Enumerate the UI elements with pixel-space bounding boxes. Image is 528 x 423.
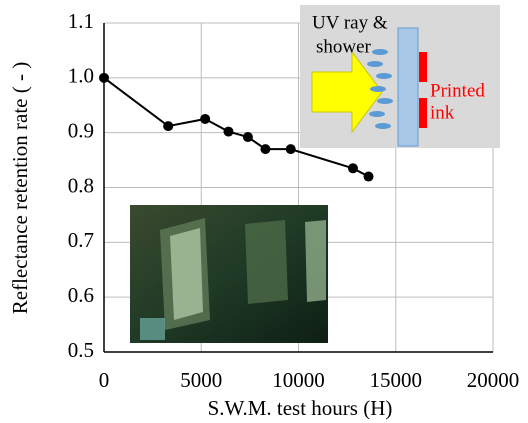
point — [347, 163, 358, 174]
y-tick-label: 1.0 — [68, 64, 94, 88]
point — [163, 121, 174, 132]
y-tick-label: 0.7 — [68, 228, 94, 252]
point — [242, 132, 253, 143]
x-tick-label: 20000 — [467, 368, 520, 392]
x-tick-label: 15000 — [370, 368, 423, 392]
y-tick-label: 0.5 — [68, 338, 94, 362]
photo — [130, 205, 328, 343]
point — [285, 144, 296, 155]
annotation: ink — [430, 102, 455, 123]
inset-diagram: UV ray & shower Printed ink — [300, 5, 500, 148]
point — [99, 72, 109, 83]
y-tick-label: 0.9 — [68, 118, 94, 142]
point — [200, 113, 211, 124]
y-tick-label: 0.8 — [68, 173, 94, 197]
y-tick-label: 0.6 — [68, 283, 94, 307]
plot-area: 0.5 0.6 0.7 0.8 0.9 1.0 1.1 0 5000 10000 15000 2000… — [68, 9, 520, 392]
x-tick-label: 0 — [99, 368, 110, 392]
y-tick-label: 1.1 — [68, 9, 94, 33]
annotation: Printed — [430, 80, 485, 101]
y-axis-label: Reflectance retention rate ( - ) — [8, 62, 32, 314]
annotation: shower — [316, 36, 372, 57]
point — [223, 126, 234, 137]
x-tick-label: 5000 — [180, 368, 222, 392]
point — [363, 171, 374, 182]
point — [260, 144, 271, 155]
x-axis-label: S.W.M. test hours (H) — [208, 396, 393, 420]
annotation: UV ray & — [312, 12, 388, 33]
x-tick-label: 10000 — [272, 368, 325, 392]
